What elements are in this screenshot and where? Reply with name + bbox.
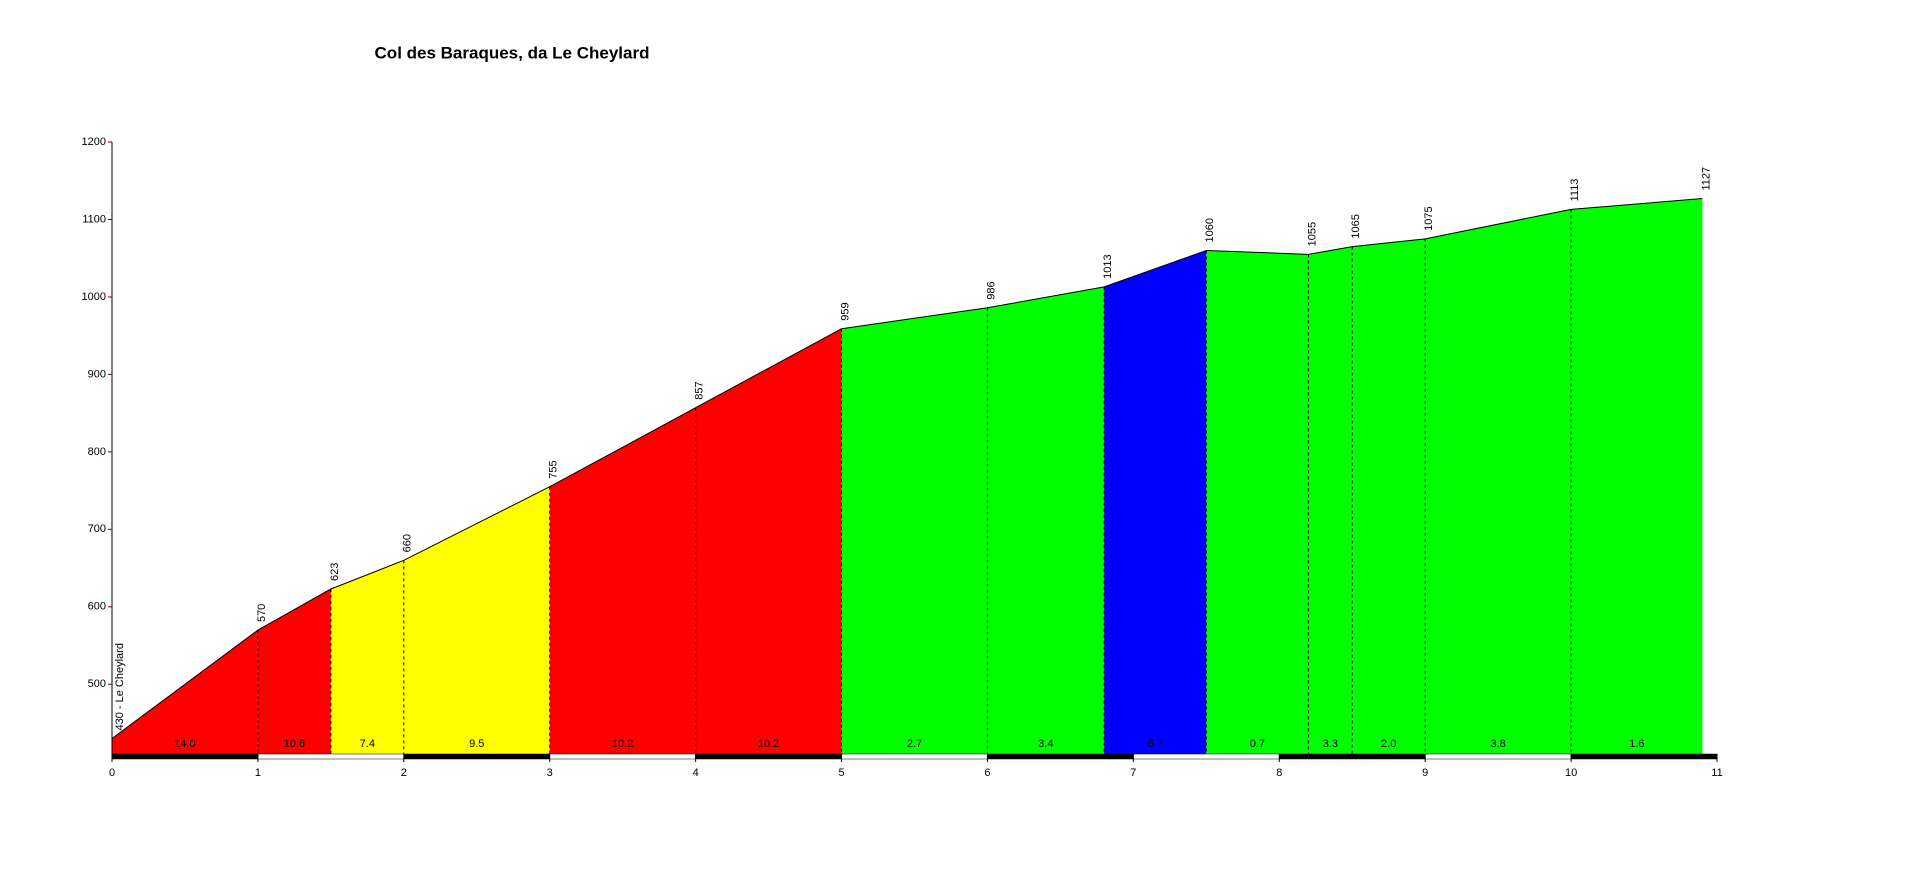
km-bar [1279, 753, 1426, 760]
x-tick-label: 5 [838, 767, 844, 779]
gradient-segment [987, 286, 1105, 754]
km-bar [1570, 753, 1718, 760]
gradient-segment [330, 560, 404, 754]
x-tick-label: 1 [255, 767, 261, 779]
x-tick-label: 7 [1130, 767, 1136, 779]
elevation-label: 430 - Le Cheylard [114, 643, 126, 730]
segment-gradient-label: 1.6 [1629, 738, 1644, 750]
segment-gradient-label: 3.4 [1038, 738, 1053, 750]
x-tick-label: 2 [401, 767, 407, 779]
elevation-label: 755 [548, 460, 560, 478]
x-tick-label: 6 [984, 767, 990, 779]
km-bar [111, 753, 259, 760]
gradient-segment [112, 630, 258, 754]
elevation-label: 986 [985, 281, 997, 299]
profile-line [111, 198, 1703, 739]
km-bar [403, 753, 550, 760]
segment-gradient-label: 10.6 [284, 738, 305, 750]
segment-gradient-label: 2.0 [1381, 738, 1396, 750]
km-bar [257, 753, 405, 760]
y-tick-label: 1200 [82, 136, 106, 148]
elevation-label: 570 [256, 604, 268, 622]
elevation-label: 1127 [1700, 167, 1712, 191]
segment-gradient-label: 3.8 [1490, 738, 1505, 750]
x-tick-label: 11 [1711, 767, 1722, 779]
km-bar [695, 753, 842, 760]
segment-gradient-label: 3.3 [1323, 738, 1338, 750]
elevation-label: 1055 [1306, 222, 1318, 246]
y-tick-label: 900 [88, 368, 106, 380]
gradient-segment [1104, 250, 1207, 755]
segment-gradient-label: 0.7 [1250, 738, 1265, 750]
gradient-segment [1308, 246, 1353, 754]
x-tick-label: 4 [693, 767, 699, 779]
elevation-label: 1013 [1102, 254, 1114, 278]
km-bar [987, 753, 1134, 760]
km-bar [549, 753, 696, 760]
x-tick-label: 9 [1422, 767, 1428, 779]
segment-gradient-label: 7.4 [360, 738, 375, 750]
x-tick-label: 0 [109, 767, 115, 779]
y-tick-label: 800 [88, 446, 106, 458]
gradient-segment [841, 307, 988, 754]
y-tick-label: 1100 [82, 213, 106, 225]
segment-gradient-label: 9.5 [469, 738, 484, 750]
elevation-label: 623 [329, 563, 341, 581]
elevation-label: 1113 [1569, 179, 1581, 202]
y-tick-label: 500 [88, 678, 106, 690]
y-tick-label: 1000 [82, 291, 106, 303]
gradient-segment [695, 328, 842, 754]
elevation-label: 1065 [1350, 214, 1362, 238]
gradient-segment [549, 407, 696, 754]
y-tick-label: 700 [88, 523, 106, 535]
x-tick-label: 10 [1565, 767, 1577, 779]
km-bar [1133, 753, 1280, 760]
segment-gradient-label: 6.7 [1148, 738, 1163, 750]
x-tick-label: 8 [1276, 767, 1282, 779]
km-bar [841, 753, 988, 760]
gradient-segment [257, 588, 331, 754]
gradient-segment [1206, 250, 1309, 755]
segment-gradient-label: 10.2 [758, 738, 779, 750]
elevation-label: 959 [839, 302, 851, 320]
gradient-segment [1571, 198, 1703, 755]
gradient-segment [1352, 238, 1426, 754]
x-tick-label: 3 [547, 767, 553, 779]
y-tick-label: 600 [88, 601, 106, 613]
segment-gradient-label: 2.7 [907, 738, 922, 750]
km-bar [1424, 753, 1572, 760]
segment-gradient-label: 14.0 [174, 738, 195, 750]
elevation-label: 660 [402, 534, 414, 552]
elevation-label: 857 [694, 381, 706, 399]
gradient-segment [403, 486, 550, 754]
chart-title: Col des Baraques, da Le Cheylard [375, 43, 650, 62]
gradient-segment [1425, 209, 1572, 754]
elevation-label: 1075 [1423, 206, 1435, 230]
segment-gradient-label: 10.2 [612, 738, 633, 750]
elevation-label: 1060 [1204, 218, 1216, 242]
